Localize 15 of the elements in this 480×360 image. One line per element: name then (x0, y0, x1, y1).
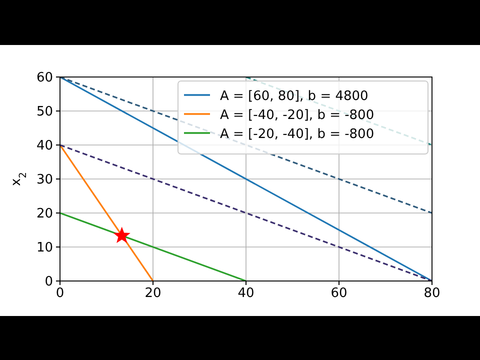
x-tick-label: 0 (56, 286, 64, 301)
y-tick-label: 60 (36, 70, 53, 86)
legend-label: A = [-20, -40], b = -800 (220, 127, 374, 142)
x-tick-label: 60 (330, 286, 348, 301)
x-tick-label: 20 (144, 286, 162, 301)
y-tick-label: 0 (44, 274, 53, 290)
y-tick-label: 50 (36, 104, 53, 120)
y-tick-label: 10 (36, 240, 53, 256)
x-tick-label: 80 (424, 286, 440, 301)
y-tick-label: 40 (36, 138, 53, 154)
legend-label: A = [-40, -20], b = -800 (220, 108, 374, 123)
y-tick-label: 20 (36, 206, 53, 222)
y-tick-label: 30 (36, 172, 53, 188)
x-tick-label: 40 (238, 286, 254, 301)
legend-label: A = [60, 80], b = 4800 (220, 89, 368, 104)
